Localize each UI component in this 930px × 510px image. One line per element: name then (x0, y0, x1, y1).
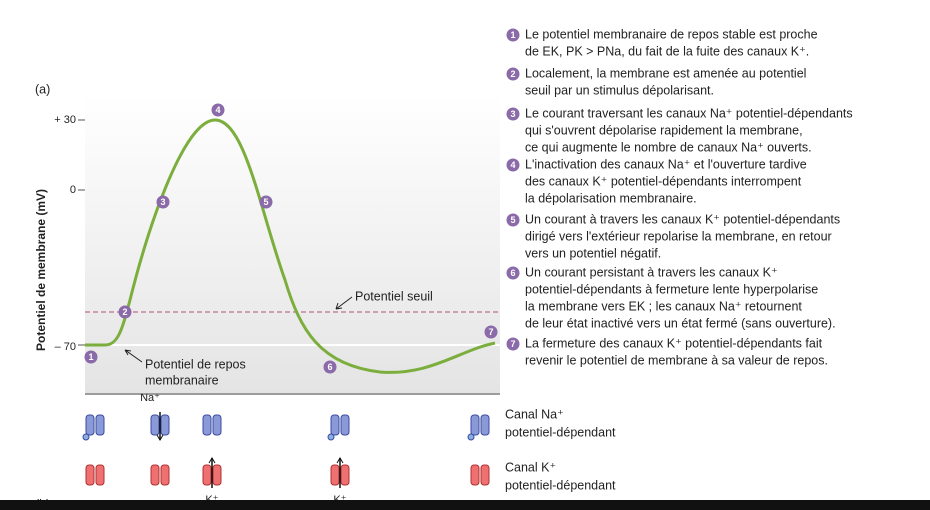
rest-label: membranaire (145, 373, 219, 387)
arrow-head (208, 457, 216, 464)
step-text: L'inactivation des canaux Na⁺ et l'ouver… (525, 157, 807, 171)
channel (212, 464, 222, 486)
number-badge (211, 103, 225, 117)
number: 7 (488, 327, 493, 337)
number: 5 (263, 197, 268, 207)
number: 7 (510, 339, 515, 349)
number-badge (506, 107, 520, 121)
number: 1 (88, 352, 93, 362)
number: 2 (510, 69, 515, 79)
number-badge (506, 158, 520, 172)
number: 2 (122, 307, 127, 317)
channel (95, 414, 105, 436)
gate (467, 433, 475, 441)
rest-label: Potentiel de repos (145, 357, 246, 371)
number-badge (323, 360, 337, 374)
number: 1 (510, 30, 515, 40)
number-badge (259, 195, 273, 209)
number: 3 (510, 109, 515, 119)
channel (85, 414, 95, 436)
bottom-bar (0, 500, 930, 510)
step-text: de leur état inactivé vers un état fermé… (525, 316, 836, 330)
channel (160, 464, 170, 486)
channel (330, 464, 340, 486)
channel (212, 414, 222, 436)
step-text: qui s'ouvrent dépolarise rapidement la m… (525, 123, 803, 137)
step-text: dirigé vers l'extérieur repolarise la me… (525, 229, 832, 243)
channel (340, 414, 350, 436)
action-potential-curve (85, 118, 496, 374)
number: 5 (510, 215, 515, 225)
number-badge (118, 305, 132, 319)
step-text: de EK, PK > PNa, du fait de la fuite des… (525, 44, 809, 58)
step-text: vers un potentiel négatif. (525, 246, 661, 260)
arrow (124, 349, 143, 363)
legend-text: Canal K⁺ (505, 460, 556, 474)
channel (85, 464, 95, 486)
number-badge (506, 28, 520, 42)
number-badge (506, 67, 520, 81)
step-text: revenir le potentiel de membrane à sa va… (525, 353, 828, 367)
step-text: Localement, la membrane est amenée au po… (525, 66, 806, 80)
na-label: Na⁺ (140, 392, 160, 404)
channel (340, 464, 350, 486)
channel (330, 414, 340, 436)
step-text: ce qui augmente le nombre de canaux Na⁺ … (525, 140, 812, 154)
step-text: la dépolarisation membranaire. (525, 191, 697, 205)
channel (160, 414, 170, 436)
channel (202, 464, 212, 486)
number: 4 (215, 105, 220, 115)
number: 6 (327, 362, 332, 372)
number: 3 (160, 197, 165, 207)
channel (202, 414, 212, 436)
y-tick-label: + 30 (54, 114, 76, 126)
channel (470, 464, 480, 486)
step-text: Le potentiel membranaire de repos stable… (525, 27, 818, 41)
legend-text: potentiel-dépendant (505, 425, 616, 439)
arrow-head (336, 457, 344, 464)
number-badge (506, 213, 520, 227)
channel (480, 414, 490, 436)
number: 6 (510, 268, 515, 278)
arrow (335, 296, 353, 310)
step-text: des canaux K⁺ potentiel-dépendants inter… (525, 174, 802, 188)
number-badge (506, 266, 520, 280)
number-badge (506, 337, 520, 351)
channel (150, 414, 160, 436)
channel (95, 464, 105, 486)
gate (327, 433, 335, 441)
step-text: seuil par un stimulus dépolarisant. (525, 83, 714, 97)
gate (82, 433, 90, 441)
number-badge (484, 325, 498, 339)
y-tick-label: – 70 (55, 341, 76, 353)
threshold-label: Potentiel seuil (355, 289, 433, 303)
step-text: Un courant à travers les canaux K⁺ poten… (525, 212, 840, 226)
step-text: potentiel-dépendants à fermeture lente h… (525, 282, 818, 296)
y-tick-label: 0 (70, 184, 76, 196)
axis-title: Potentiel de membrane (mV) (34, 189, 48, 351)
step-text: Le courant traversant les canaux Na⁺ pot… (525, 106, 853, 120)
step-text: La fermeture des canaux K⁺ potentiel-dép… (525, 336, 823, 350)
legend-text: Canal Na⁺ (505, 407, 564, 421)
plot-background (85, 95, 500, 395)
panel-label: (a) (35, 82, 50, 96)
channel (150, 464, 160, 486)
step-text: la membrane vers EK ; les canaux Na⁺ ret… (525, 299, 802, 313)
arrow-head (156, 434, 164, 441)
channel (480, 464, 490, 486)
step-text: Un courant persistant à travers les cana… (525, 265, 778, 279)
number: 4 (510, 160, 515, 170)
legend-text: potentiel-dépendant (505, 478, 616, 492)
number-badge (84, 350, 98, 364)
number-badge (156, 195, 170, 209)
channel (470, 414, 480, 436)
